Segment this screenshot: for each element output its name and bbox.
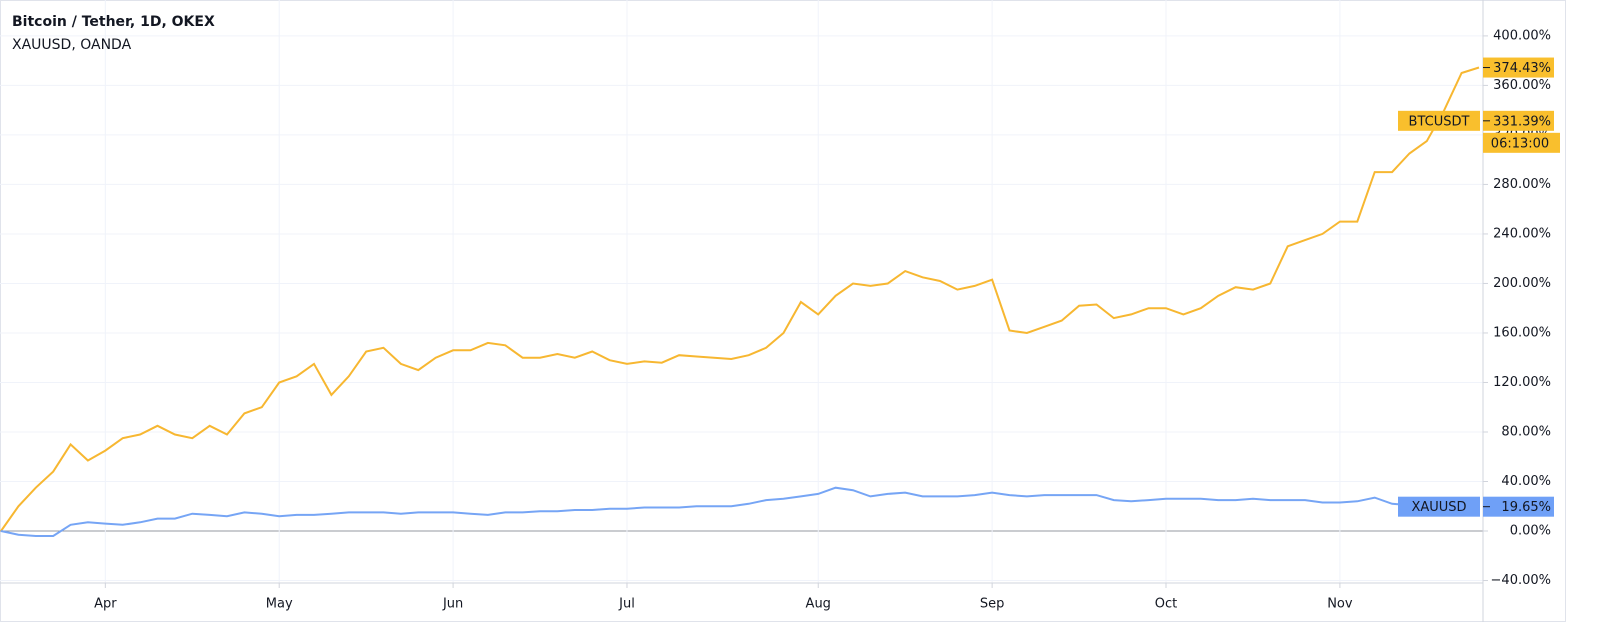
y-tick-label: 400.00% [1493, 28, 1551, 43]
x-tick-label: Aug [806, 597, 831, 612]
x-tick-label: May [266, 597, 293, 612]
symbol-tag [1398, 496, 1480, 517]
series-line [0, 486, 1480, 537]
grid [0, 0, 1483, 583]
legend-entry: XAUUSD, OANDA [12, 37, 132, 53]
x-tick-label: Nov [1327, 597, 1353, 612]
symbol-tag-label: XAUUSD [1411, 500, 1466, 515]
symbol-tag [1398, 110, 1480, 131]
legend-entry: Bitcoin / Tether, 1D, OKEX [12, 14, 215, 30]
labels: −40.00% 0.00% 40.00% 80.00% 120.00% 160.00% 20… [94, 28, 1560, 612]
y-tick-label: 120.00% [1493, 375, 1551, 390]
price-tag [1483, 496, 1554, 517]
price-tag-label: 19.65% [1501, 500, 1551, 515]
price-tag [1483, 57, 1554, 78]
series-line [0, 66, 1480, 532]
x-tick-label: Jun [442, 597, 463, 612]
y-tick-label: 360.00% [1493, 78, 1551, 93]
y-tick-label: 240.00% [1493, 226, 1551, 241]
x-tick-label: Jul [618, 597, 635, 612]
symbol-tag-label: BTCUSDT [1409, 114, 1470, 129]
price-tag [1483, 110, 1554, 131]
countdown-tag [1483, 132, 1560, 153]
y-tick-label: 40.00% [1501, 474, 1551, 489]
y-tick-label: 200.00% [1493, 276, 1551, 291]
x-tick-label: Oct [1155, 597, 1177, 612]
countdown-label: 06:13:00 [1491, 136, 1549, 151]
x-tick-label: Sep [980, 597, 1005, 612]
price-tag-label: 331.39% [1493, 114, 1551, 129]
y-tick-label: −40.00% [1491, 573, 1551, 588]
frame [0, 0, 1566, 622]
price-tag-label: 374.43% [1493, 61, 1551, 76]
y-tick-label: 280.00% [1493, 177, 1551, 192]
x-tick-label: Apr [94, 597, 117, 612]
y-tick-label: 160.00% [1493, 325, 1551, 340]
y-tick-label: 0.00% [1510, 524, 1551, 539]
lines [0, 66, 1480, 537]
y-tick-label: 80.00% [1501, 424, 1551, 439]
